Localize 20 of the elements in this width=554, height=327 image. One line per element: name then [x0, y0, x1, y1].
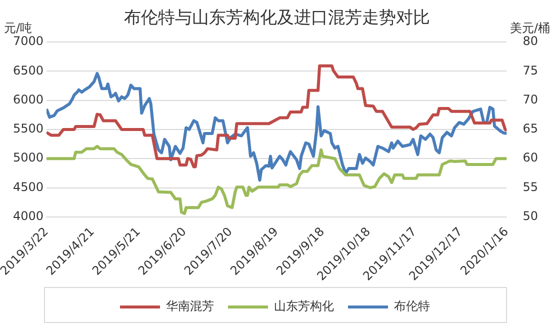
y-tick-label: 4500 — [12, 180, 44, 194]
chart-title: 布伦特与山东芳构化及进口混芳走势对比 — [124, 8, 430, 28]
y-tick-label: 6000 — [12, 92, 44, 106]
legend-label: 华南混芳 — [166, 299, 214, 314]
y2-tick-label: 70 — [522, 92, 538, 106]
y2-tick-label: 60 — [522, 150, 538, 165]
y-axis-title: 元/吨 — [4, 20, 32, 36]
y-tick-label: 5500 — [12, 122, 44, 136]
y2-tick-label: 55 — [522, 180, 538, 194]
y-tick-label: 4000 — [12, 209, 44, 224]
y2-tick-label: 65 — [522, 122, 538, 136]
y2-axis-title: 美元/桶 — [510, 20, 550, 36]
y-tick-label: 7000 — [12, 34, 44, 48]
y-tick-label: 5000 — [12, 150, 44, 165]
legend-label: 布伦特 — [394, 299, 430, 314]
y2-tick-label: 80 — [522, 34, 538, 48]
y2-tick-label: 75 — [522, 63, 538, 78]
y2-tick-label: 50 — [522, 209, 538, 224]
legend-label: 山东芳构化 — [274, 299, 334, 314]
y-tick-label: 6500 — [12, 63, 44, 78]
